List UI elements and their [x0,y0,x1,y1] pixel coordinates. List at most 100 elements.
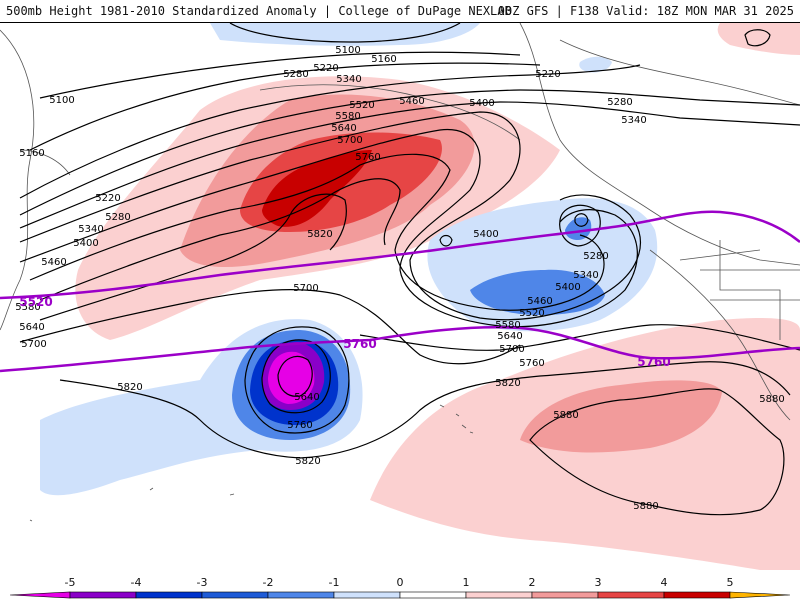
contour-5400 [19,111,641,321]
contour-5340 [19,101,800,229]
contour-5820 [59,361,791,459]
colorbar-tick-label: 5 [727,576,734,589]
contour-5580 [39,178,401,301]
colorbar-segment [135,591,203,599]
label-5340-north: 5340 [336,74,361,85]
label-5100-north: 5100 [335,45,360,56]
label-5220-east: 5220 [535,69,560,80]
label-5640-ne: 5640 [497,331,522,342]
contour-ne-small [439,234,453,247]
label-5520-highlight: 5520 [19,295,52,309]
contour-ne-low-ring [559,204,601,247]
label-5880-south: 5880 [633,501,658,512]
colorbar-labels: -5 -4 -3 -2 -1 0 1 2 3 4 5 [65,576,734,589]
colorbar-tick-label: -2 [263,576,274,589]
label-5880-inner: 5880 [553,410,578,421]
coastlines [0,23,800,522]
colorbar-segment [333,591,401,599]
label-5280-east: 5280 [607,97,632,108]
label-5160-north: 5160 [371,54,396,65]
contour-5160 [29,62,541,151]
contour-top [229,23,461,43]
label-5760-highlight-a: 5760 [343,337,376,351]
positive-anomaly-southeast-red [520,380,722,453]
label-5280-west: 5280 [105,212,130,223]
negative-anomaly-top [210,23,480,46]
height-contours [19,23,800,516]
label-5700-north: 5700 [337,135,362,146]
label-5100-west: 5100 [49,95,74,106]
positive-anomaly-top-right [717,23,800,55]
contour-5640-low [277,355,313,397]
label-5700-west: 5700 [21,339,46,350]
label-5580-north: 5580 [335,111,360,122]
negative-anomaly-top-right [579,56,612,73]
colorbar-segment [531,591,599,599]
colorbar-segments [9,591,791,599]
positive-anomaly-dark-red [262,150,372,227]
label-5340-west: 5340 [78,224,103,235]
label-5280-low: 5280 [583,251,608,262]
label-5400-mid: 5400 [473,229,498,240]
contour-5760 [359,324,800,351]
label-5520-north: 5520 [349,100,374,111]
colorbar-segment [465,591,533,599]
label-5460-north: 5460 [399,96,424,107]
chart-title: 500mb Height 1981-2010 Standardized Anom… [6,4,512,18]
negative-anomaly-northeast-blue [470,269,605,315]
label-5340-low: 5340 [573,270,598,281]
label-5460-low: 5460 [527,296,552,307]
label-5220-west: 5220 [95,193,120,204]
colorbar-tick-label: 0 [397,576,404,589]
colorbar-tick-label: 3 [595,576,602,589]
contour-labels: 5100 5100 5160 5160 5220 5220 5220 5280 … [15,45,784,512]
label-5580-west: 5580 [15,302,40,313]
contour-5700 [19,288,521,365]
label-5760-highlight-b: 5760 [637,355,670,369]
colorbar-tick-label: 4 [661,576,668,589]
label-5400-north: 5400 [469,98,494,109]
run-info: 00Z GFS | F138 Valid: 18Z MON MAR 31 202… [497,4,794,18]
negative-anomaly-northeast-core [565,217,592,240]
label-5700-ne: 5700 [499,344,524,355]
colorbar-segment [267,591,335,599]
label-5820-north: 5820 [307,229,332,240]
colorbar-tick-label: -1 [329,576,340,589]
colorbar-segment [69,591,137,599]
label-5760-north: 5760 [355,152,380,163]
highlight-5760 [0,326,800,373]
label-5460-west: 5460 [41,257,66,268]
contour-top-right [744,29,771,47]
contour-5280 [19,89,800,216]
contour-5700-low [261,339,331,414]
colorbar-segment [399,591,467,599]
negative-anomaly-low-magenta [268,351,315,404]
colorbar-segment [597,591,665,599]
highlight-labels: 5520 5760 5760 [19,295,670,369]
title-bar: 500mb Height 1981-2010 Standardized Anom… [0,0,800,23]
colorbar-extend-high [729,591,791,599]
contour-5460 [19,128,638,328]
colorbar-segment [663,591,731,599]
anomaly-map: 5100 5100 5160 5160 5220 5220 5220 5280 … [0,23,800,580]
label-5580-low: 5580 [495,320,520,331]
label-5700-mid: 5700 [293,283,318,294]
contour-5760-low [244,326,350,434]
colorbar-tick-label: 2 [529,576,536,589]
label-5400-low: 5400 [555,282,580,293]
colorbar: -5 -4 -3 -2 -1 0 1 2 3 4 5 [0,574,800,600]
contour-5520 [29,153,605,311]
highlight-contours [0,210,800,373]
label-5640-north: 5640 [331,123,356,134]
label-5820-west: 5820 [117,382,142,393]
highlight-5520 [0,210,800,300]
label-5760-east: 5760 [519,358,544,369]
colorbar-segment [201,591,269,599]
contour-5880 [529,388,785,516]
contour-ne-low-core [574,213,589,227]
label-5520-low: 5520 [519,308,544,319]
label-5280-north: 5280 [283,69,308,80]
label-5340-east: 5340 [621,115,646,126]
label-5760-low: 5760 [287,420,312,431]
contour-5640 [39,193,347,321]
